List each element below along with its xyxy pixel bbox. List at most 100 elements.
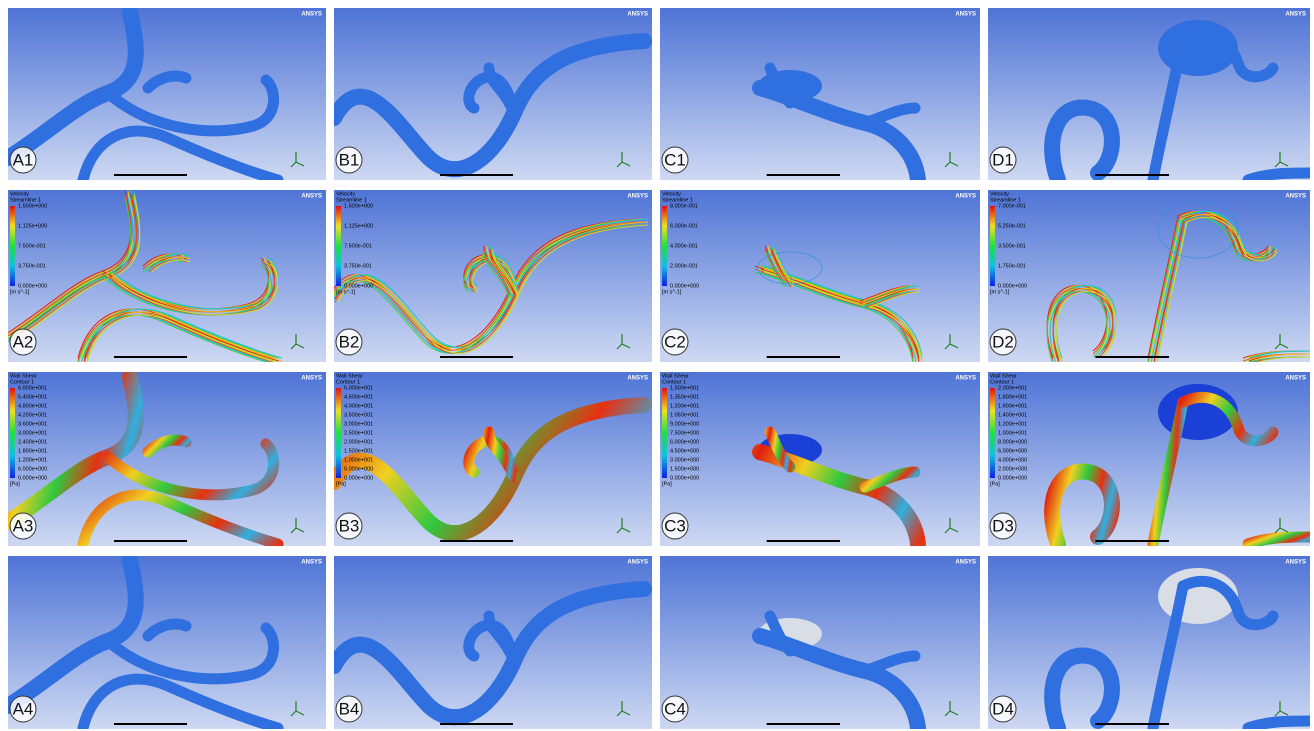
label-badge (335, 328, 363, 356)
streamline (1153, 218, 1185, 362)
legend-title: Velocity (662, 191, 681, 197)
panel: ANSYS B1 (334, 8, 652, 180)
vessel (102, 438, 280, 501)
legend-value: 1.800e+001 (18, 448, 47, 454)
axis-triad (1274, 152, 1289, 168)
legend-value: 2.000e+001 (344, 439, 373, 445)
streamline (1147, 218, 1179, 362)
legend-value: 0.000e+000 (670, 283, 699, 289)
vessel (334, 581, 652, 726)
vessel (1177, 575, 1279, 631)
streamline (1147, 221, 1179, 362)
legend-value: 0.000e+000 (18, 475, 47, 481)
streamline (773, 245, 795, 282)
streamline (492, 251, 519, 298)
legend-value: 3.600e+001 (18, 421, 47, 427)
legend-subtitle: Contour 1 (662, 379, 686, 385)
label-badge (989, 328, 1017, 356)
vessel (1242, 531, 1310, 546)
vessel (483, 62, 520, 119)
panel-background (988, 190, 1310, 362)
legend-subtitle: Contour 1 (990, 379, 1014, 385)
legend-value: 5.250e-001 (998, 223, 1026, 229)
legend-title: Velocity (336, 191, 355, 197)
streamline (334, 221, 643, 351)
legend-value: 7.500e+000 (670, 430, 699, 436)
streamline (334, 224, 640, 354)
legend-value: 1.125e+000 (344, 223, 373, 229)
brand-text: ANSYS (955, 194, 976, 200)
legend-value: 0.000e+000 (670, 475, 699, 481)
legend-value: 8.000e-001 (670, 203, 698, 209)
legend-unit: [m s^-1] (990, 289, 1010, 295)
streamline (760, 271, 920, 362)
legend-value: 1.000e+001 (344, 457, 373, 463)
brand-text: ANSYS (1285, 560, 1306, 566)
brand-text: ANSYS (955, 376, 976, 382)
panel-label: C1 (664, 150, 686, 169)
panel-view: ANSYS (988, 556, 1310, 729)
axis-triad (616, 334, 631, 350)
vessel (483, 610, 520, 667)
axis-triad (1274, 701, 1289, 717)
legend-unit: [m s^-1] (662, 289, 682, 295)
brand-text: ANSYS (1285, 194, 1306, 200)
streamline (1156, 221, 1188, 362)
legend-value: 1.125e+000 (18, 223, 47, 229)
panel-label: B4 (339, 699, 360, 718)
label-badge (335, 695, 363, 723)
legend-value: 0.000e+000 (998, 283, 1027, 289)
legend-subtitle: Contour 1 (336, 379, 360, 385)
streamline (868, 291, 920, 308)
vessel (142, 434, 192, 458)
vessel (1044, 99, 1120, 180)
streamline (105, 263, 273, 316)
streamline (334, 218, 643, 348)
legend-value: 4.500e+000 (670, 448, 699, 454)
streamline (1153, 215, 1185, 359)
legend-value: 2.400e+001 (18, 439, 47, 445)
panel-view: ANSYS (660, 8, 980, 180)
color-bar (10, 388, 15, 478)
color-bar (990, 388, 995, 478)
axis-triad (616, 152, 631, 168)
label-badge (661, 695, 689, 723)
streamline (1256, 356, 1310, 362)
legend-subtitle: Contour 1 (10, 379, 34, 385)
legend-value: 1.400e+001 (998, 412, 1027, 418)
streamline (337, 224, 649, 354)
legend-value: 5.000e+001 (344, 385, 373, 391)
axis-triad (944, 518, 959, 534)
legend-value: 1.200e+001 (670, 403, 699, 409)
brand-text: ANSYS (301, 376, 322, 382)
vortex-streamlines (757, 251, 823, 285)
legend-value: 8.000e+000 (998, 439, 1027, 445)
legend-value: 2.000e+001 (998, 385, 1027, 391)
streamline (760, 268, 920, 362)
streamline (1153, 221, 1185, 362)
streamline (1251, 350, 1310, 359)
panel-view: ANSYS (660, 556, 980, 729)
streamline (1150, 221, 1182, 362)
streamline (334, 218, 640, 348)
legend-unit: [m s^-1] (10, 289, 30, 295)
label-badge (9, 695, 37, 723)
legend-title: Wall Shear (990, 373, 1017, 379)
legend-value: 1.500e+000 (670, 466, 699, 472)
vessel (142, 618, 192, 642)
vessel (77, 125, 284, 180)
legend-value: 5.400e+001 (18, 394, 47, 400)
brand-text: ANSYS (301, 194, 322, 200)
vessel (1177, 391, 1279, 447)
streamline (489, 251, 516, 298)
panel: ANSYS A4 (8, 556, 326, 729)
streamline (148, 259, 188, 273)
